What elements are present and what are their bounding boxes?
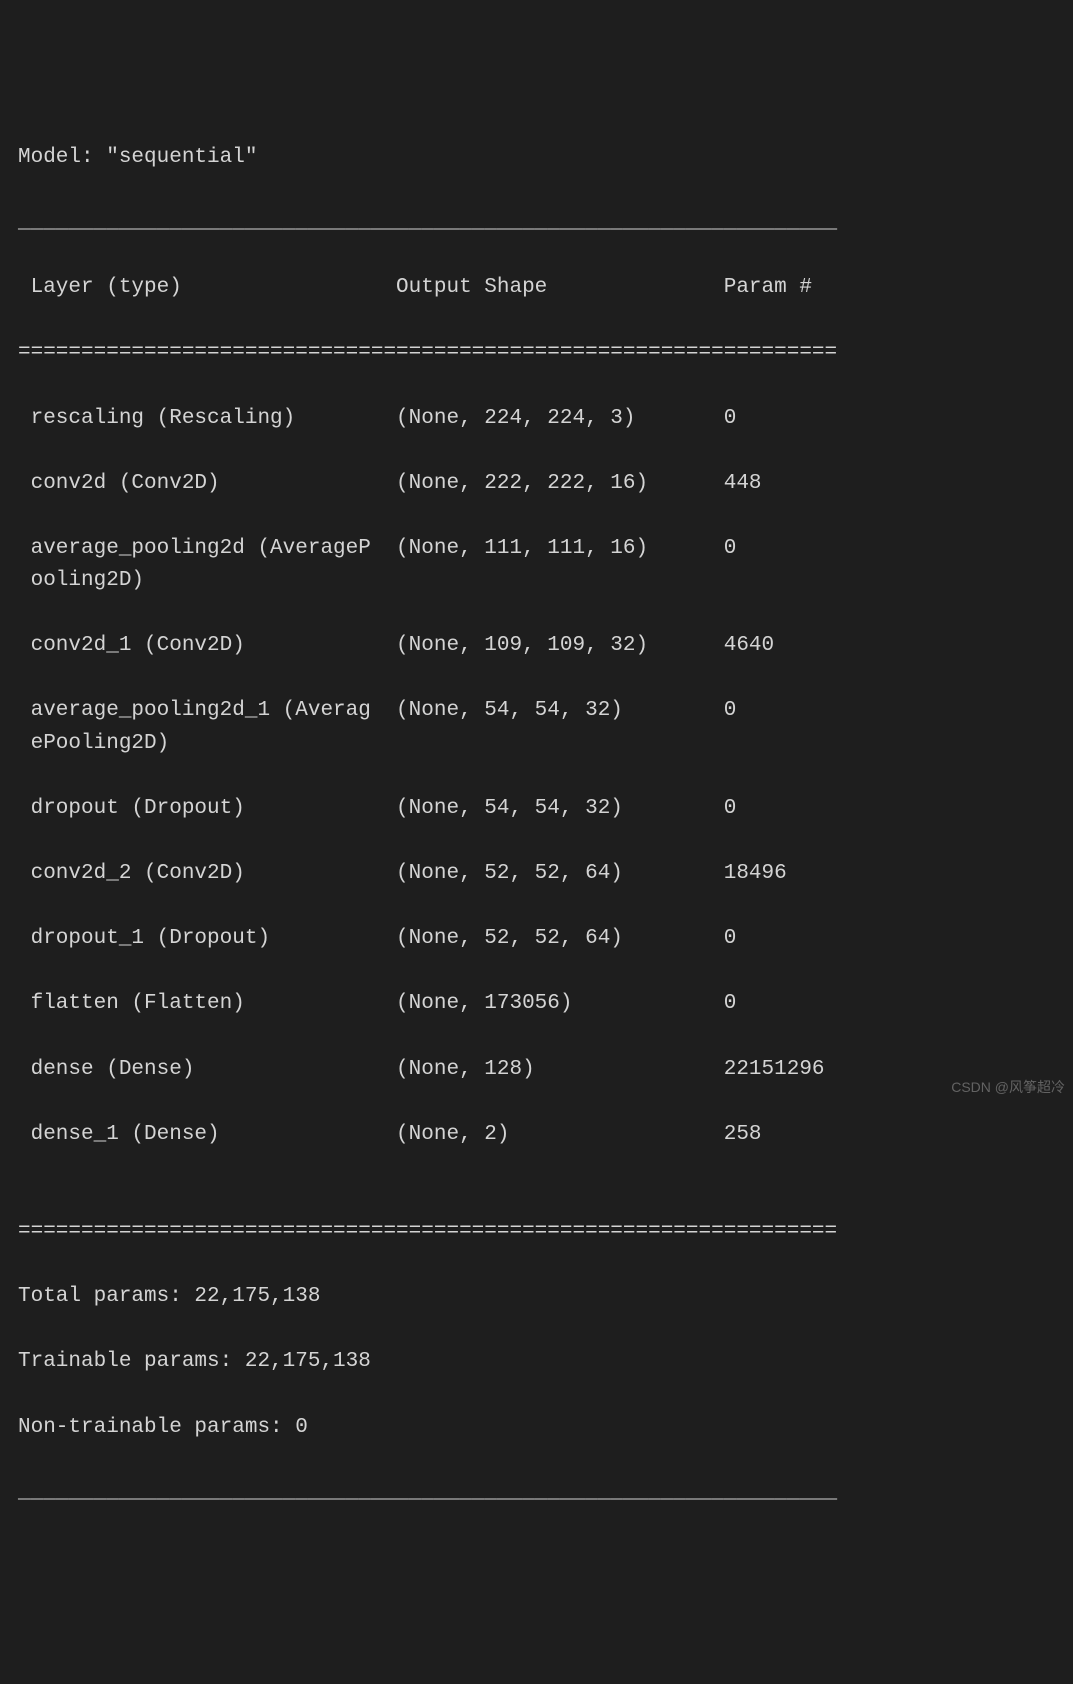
footer-double-rule: ========================================…: [18, 1220, 837, 1243]
model-summary-body: rescaling (Rescaling) (None, 224, 224, 3…: [18, 407, 825, 1146]
header-row: Layer (type) Output Shape Param #: [18, 276, 850, 299]
non-trainable-params: Non-trainable params: 0: [18, 1416, 308, 1439]
header-underline: ________________________________________…: [18, 211, 837, 234]
total-params: Total params: 22,175,138: [18, 1285, 320, 1308]
footer-underline: ________________________________________…: [18, 1481, 837, 1504]
model-title: Model: "sequential": [18, 146, 257, 169]
header-double-rule: ========================================…: [18, 341, 837, 364]
watermark-text: CSDN @风筝超冷: [951, 1077, 1065, 1099]
trainable-params: Trainable params: 22,175,138: [18, 1350, 371, 1373]
